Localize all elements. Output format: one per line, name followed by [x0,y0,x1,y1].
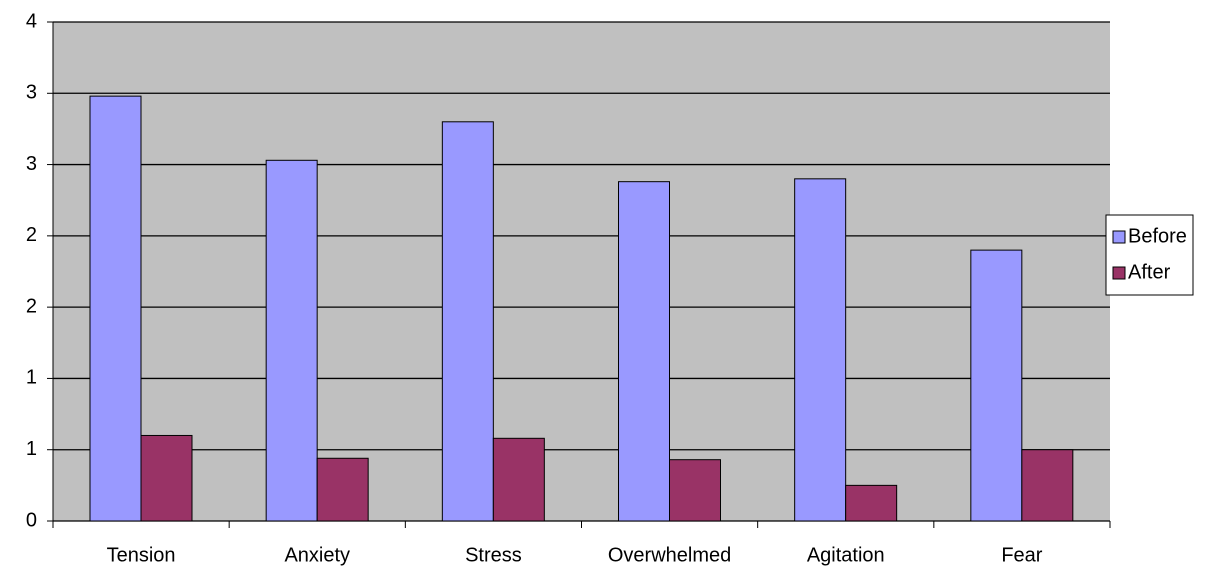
x-tick-label: Tension [107,544,176,566]
bar [669,459,721,522]
y-tick-label: 1 [26,438,37,460]
bar [140,434,193,522]
legend-swatch [1112,266,1126,280]
y-tick-label: 2 [26,224,37,246]
x-tick-label: Fear [1001,544,1042,566]
legend-label: After [1128,261,1171,283]
plot-area [53,22,1110,521]
bar [970,249,1023,522]
legend-label: Before [1128,225,1187,247]
x-tick-label: Anxiety [284,544,350,566]
bar [492,437,545,522]
y-tick-label: 1 [26,367,37,389]
bar [89,95,142,522]
bar [845,484,898,522]
legend-swatch [1112,230,1126,244]
x-tick-label: Stress [465,544,522,566]
bar [316,457,369,522]
y-tick-label: 4 [26,10,37,32]
y-tick-label: 0 [26,509,37,531]
y-tick-label: 3 [26,153,37,175]
y-tick-label: 3 [26,82,37,104]
y-tick-label: 2 [26,295,37,317]
bar [441,121,494,522]
bar [1021,449,1074,522]
legend [1105,214,1194,296]
bar [618,181,670,522]
x-tick-label: Overwhelmed [608,544,731,566]
bar [265,159,318,522]
bar [794,178,847,522]
x-tick-label: Agitation [807,544,885,566]
